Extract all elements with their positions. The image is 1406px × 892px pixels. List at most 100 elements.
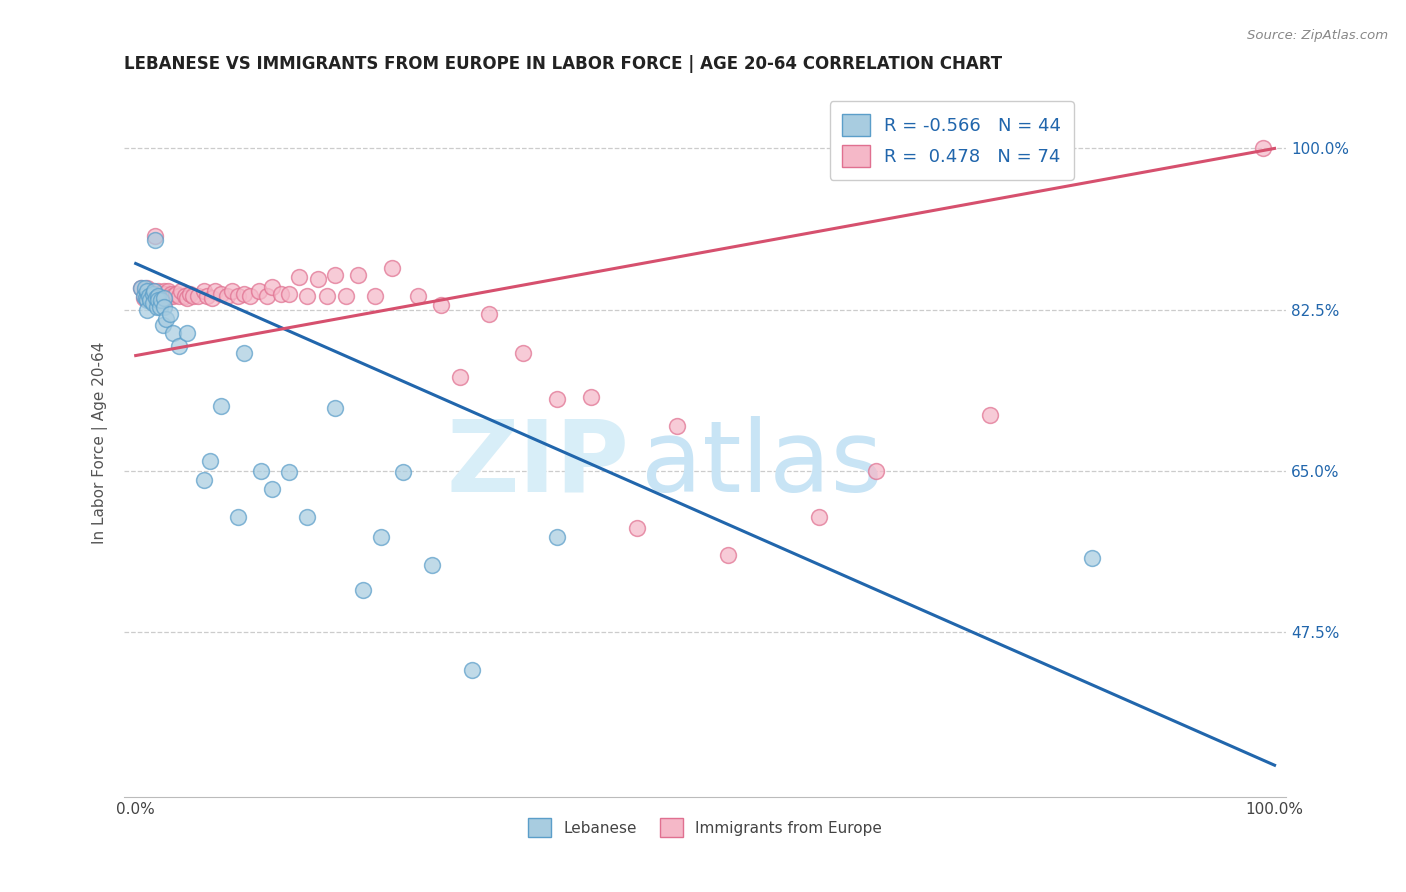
Point [449,369,471,384]
Text: LEBANESE VS IMMIGRANTS FROM EUROPE IN LABOR FORCE | AGE 20-64 CORRELATION CHART: LEBANESE VS IMMIGRANTS FROM EUROPE IN LA… [124,55,1002,73]
Point [226,289,249,303]
Point [167,339,190,353]
Point [370,530,392,544]
Point [406,289,429,303]
Point [316,289,339,303]
Point [135,286,157,301]
Point [247,284,270,298]
Point [148,289,170,303]
Point [136,302,159,317]
Point [209,286,232,301]
Point [148,289,170,303]
Point [478,307,501,321]
Point [173,289,195,303]
Point [181,289,204,303]
Point [193,473,215,487]
Point [323,401,346,415]
Point [138,289,160,303]
Point [155,311,177,326]
Point [665,419,688,434]
Point [430,298,453,312]
Point [139,289,162,303]
Point [162,326,184,340]
Point [139,293,162,308]
Point [170,284,193,298]
Point [295,509,318,524]
Point [149,300,172,314]
Point [153,300,176,314]
Point [162,289,184,303]
Point [148,293,170,308]
Point [232,346,254,360]
Point [134,284,156,298]
Point [146,291,169,305]
Point [197,289,219,303]
Point [546,530,568,544]
Point [143,234,166,248]
Point [142,286,165,301]
Point [131,281,153,295]
Point [138,284,160,298]
Point [152,318,174,333]
Text: atlas: atlas [641,416,883,513]
Point [131,281,153,295]
Point [364,289,387,303]
Point [979,409,1001,423]
Point [256,289,278,303]
Point [221,284,243,298]
Point [239,289,262,303]
Point [159,307,181,321]
Point [156,284,179,298]
Point [145,291,167,305]
Point [165,286,187,301]
Point [512,346,534,360]
Point [145,289,167,303]
Point [287,270,309,285]
Point [167,289,190,303]
Point [134,281,156,295]
Point [153,284,176,298]
Point [1081,551,1104,566]
Point [142,296,165,310]
Point [148,284,170,298]
Point [149,293,172,308]
Point [226,509,249,524]
Point [546,392,568,406]
Point [149,291,172,305]
Point [149,286,172,301]
Point [581,390,603,404]
Point [155,286,177,301]
Point [136,293,159,308]
Point [201,291,224,305]
Point [250,464,273,478]
Legend: Lebanese, Immigrants from Europe: Lebanese, Immigrants from Europe [522,812,889,843]
Point [153,291,176,305]
Y-axis label: In Labor Force | Age 20-64: In Labor Force | Age 20-64 [93,342,108,544]
Point [420,558,443,572]
Point [295,289,318,303]
Point [323,268,346,283]
Point [135,291,157,305]
Point [136,281,159,295]
Text: ZIP: ZIP [447,416,630,513]
Point [808,509,831,524]
Point [193,284,215,298]
Point [132,289,155,303]
Point [335,289,357,303]
Point [626,521,648,535]
Point [381,261,404,276]
Point [136,289,159,303]
Point [353,583,375,598]
Point [460,664,482,678]
Point [179,286,201,301]
Point [142,284,165,298]
Point [717,549,740,563]
Point [142,291,165,305]
Point [307,272,329,286]
Text: Source: ZipAtlas.com: Source: ZipAtlas.com [1247,29,1388,42]
Point [132,291,155,305]
Point [215,289,238,303]
Point [176,326,198,340]
Point [865,464,887,478]
Point [142,284,165,298]
